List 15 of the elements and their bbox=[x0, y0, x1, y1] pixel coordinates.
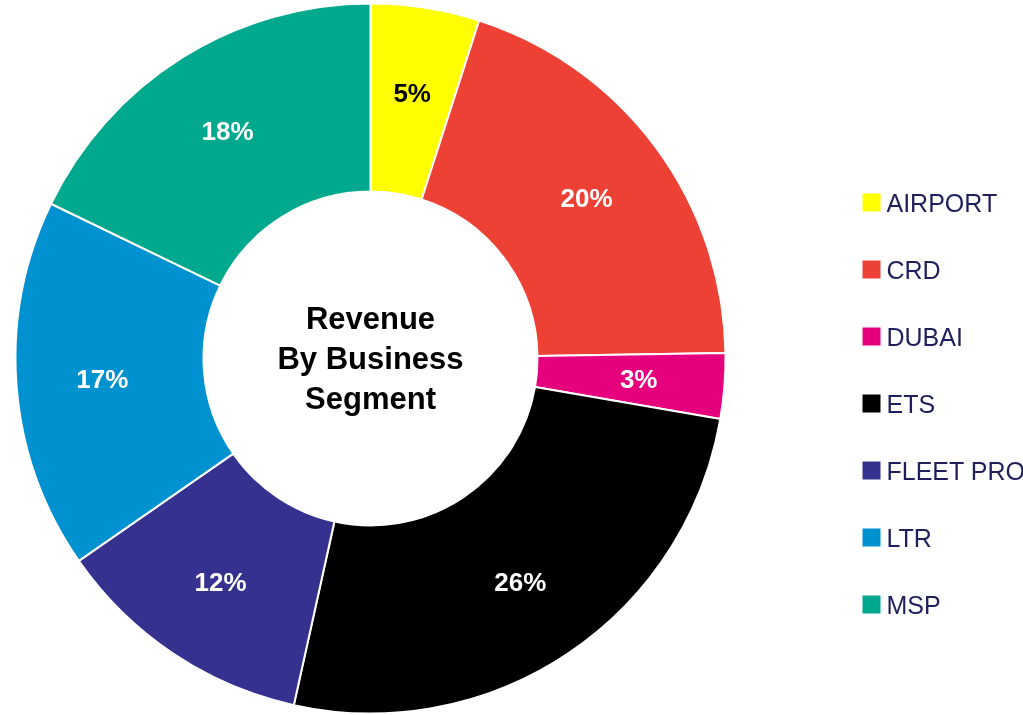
data-label: 20% bbox=[560, 183, 613, 214]
data-label: 3% bbox=[619, 364, 658, 395]
data-label: 12% bbox=[194, 566, 247, 597]
legend-label: ETS bbox=[886, 389, 936, 418]
legend-label: AIRPORT bbox=[886, 188, 998, 217]
data-label: 17% bbox=[76, 364, 129, 395]
text: Revenue By Business Segment bbox=[277, 300, 464, 417]
data-label: 26% bbox=[494, 566, 547, 597]
data-label: 5% bbox=[393, 77, 431, 108]
legend-label: MSP bbox=[886, 590, 941, 619]
legend-label: LTR bbox=[886, 523, 932, 552]
data-label: 18% bbox=[201, 115, 254, 146]
legend-label: FLEET PRO bbox=[886, 456, 1023, 485]
legend-label: DUBAI bbox=[886, 322, 963, 351]
legend-label: CRD bbox=[886, 255, 941, 284]
